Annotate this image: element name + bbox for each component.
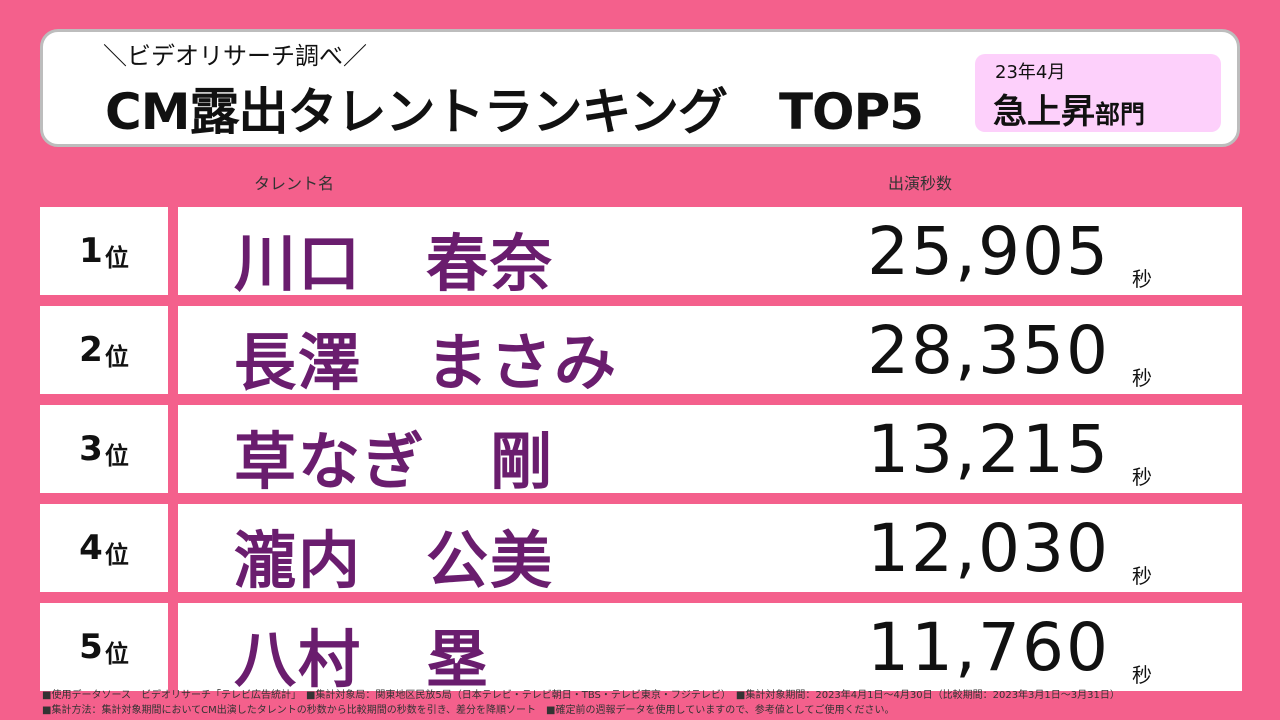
rank-suffix: 位 [104, 639, 129, 668]
rank-suffix: 位 [104, 540, 129, 569]
rank-number: 5 [79, 627, 103, 667]
seconds-unit: 秒 [1132, 663, 1152, 687]
title-banner: ＼ビデオリサーチ調べ／ CM露出タレントランキング TOP5 23年4月 急上昇部… [40, 29, 1240, 147]
talent-name: 川口 春奈 [234, 227, 555, 300]
badge-date: 23年4月 [995, 62, 1066, 83]
talent-name: 瀧内 公美 [234, 524, 555, 597]
column-header-seconds: 出演秒数 [888, 174, 953, 193]
badge-category-main: 急上昇 [993, 92, 1095, 132]
rank-number: 3 [79, 429, 103, 469]
footnote-line-1: ■使用データソース ビデオリサーチ「テレビ広告統計」 ■集計対象局：関東地区民放… [42, 690, 1120, 701]
badge-category-suffix: 部門 [1095, 100, 1146, 129]
footnote: ■使用データソース ビデオリサーチ「テレビ広告統計」 ■集計対象局：関東地区民放… [42, 688, 1242, 718]
talent-cell: 瀧内 公美 12,030 秒 [178, 504, 1242, 597]
appearance-seconds: 12,030 [867, 510, 1110, 587]
page-title-top5: TOP5 [778, 83, 924, 141]
rank-suffix: 位 [104, 342, 129, 371]
page-title: CM露出タレントランキング TOP5 [105, 72, 924, 144]
seconds-unit: 秒 [1132, 564, 1152, 588]
column-header-talent: タレント名 [254, 174, 335, 193]
talent-cell: 八村 塁 11,760 秒 [178, 603, 1242, 696]
appearance-seconds: 25,905 [867, 213, 1110, 290]
appearance-seconds: 11,760 [867, 609, 1110, 686]
footnote-line-2: ■集計方法：集計対象期間においてCM出演したタレントの秒数から比較期間の秒数を引… [42, 705, 895, 716]
category-badge: 23年4月 急上昇部門 [975, 54, 1221, 132]
badge-category: 急上昇部門 [993, 84, 1145, 133]
rank-number: 4 [79, 528, 103, 568]
subtitle: ＼ビデオリサーチ調べ／ [103, 42, 367, 70]
rank-suffix: 位 [104, 441, 129, 470]
rank-suffix: 位 [104, 243, 129, 272]
seconds-unit: 秒 [1132, 366, 1152, 390]
talent-name: 長澤 まさみ [234, 326, 619, 399]
talent-cell: 長澤 まさみ 28,350 秒 [178, 306, 1242, 399]
seconds-unit: 秒 [1132, 267, 1152, 291]
rank-number: 2 [79, 330, 103, 370]
talent-name: 八村 塁 [234, 623, 491, 696]
talent-cell: 草なぎ 剛 13,215 秒 [178, 405, 1242, 498]
seconds-unit: 秒 [1132, 465, 1152, 489]
appearance-seconds: 28,350 [867, 312, 1110, 389]
talent-name: 草なぎ 剛 [234, 425, 555, 498]
rank-number: 1 [79, 231, 103, 271]
appearance-seconds: 13,215 [867, 411, 1110, 488]
talent-cell: 川口 春奈 25,905 秒 [178, 207, 1242, 300]
page-title-main: CM露出タレントランキング [105, 83, 728, 141]
